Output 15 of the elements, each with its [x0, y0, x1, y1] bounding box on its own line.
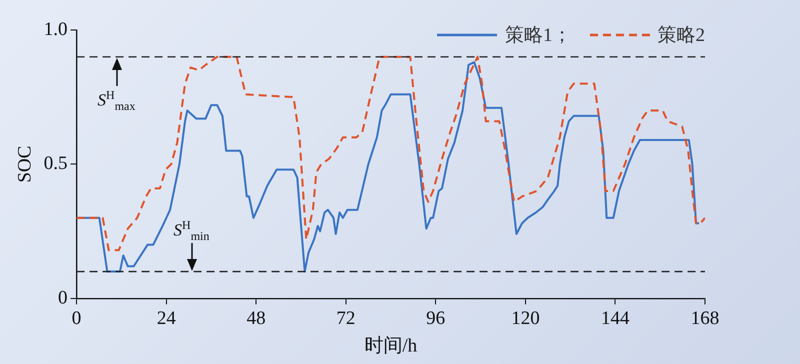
y-tick-label: 1.0 — [44, 18, 68, 40]
x-tick-label: 96 — [426, 308, 446, 329]
x-tick-label: 144 — [600, 308, 630, 329]
x-tick-label: 0 — [72, 308, 82, 329]
y-tick-label: 0 — [58, 287, 68, 308]
y-tick-label: 0.5 — [44, 153, 68, 174]
x-axis-title: 时间/h — [364, 336, 418, 357]
x-tick-label: 168 — [690, 308, 720, 329]
x-tick-label: 24 — [156, 308, 176, 329]
legend-label: 策略1； — [505, 24, 572, 48]
legend-label: 策略2 — [658, 24, 705, 48]
y-axis-title: SOC — [14, 146, 36, 183]
x-tick-label: 48 — [246, 308, 266, 329]
x-tick-label: 72 — [336, 308, 356, 329]
x-tick-label: 120 — [511, 308, 540, 329]
